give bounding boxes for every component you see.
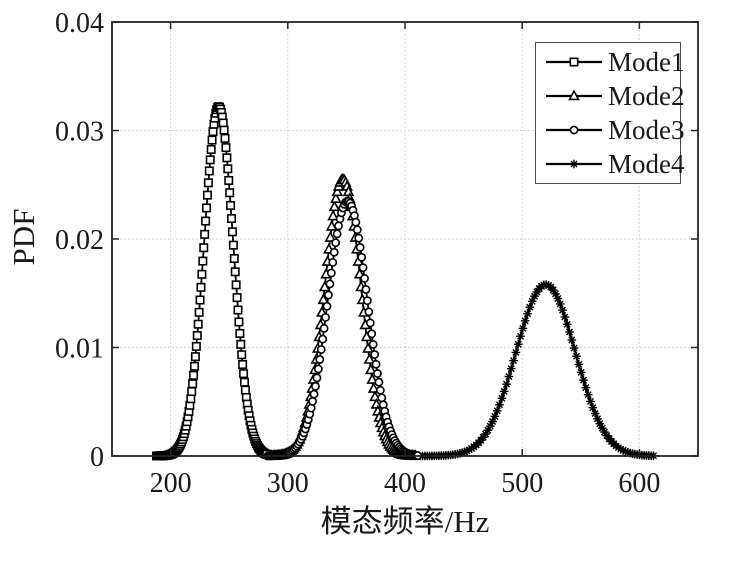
y-tick-label-0.02: 0.02: [55, 225, 104, 256]
triangle-marker-icon: [542, 81, 606, 111]
legend-label-mode2: Mode2: [608, 80, 685, 111]
y-tick-label-0.01: 0.01: [55, 334, 104, 365]
series-mode1: [152, 102, 272, 461]
y-tick-label-0: 0: [90, 442, 104, 473]
legend-item-mode4: Mode4: [542, 148, 685, 181]
circle-marker-icon: [542, 115, 606, 145]
square-legend-glyph: [546, 57, 602, 67]
legend-item-mode2: Mode2: [542, 80, 685, 113]
legend-label-mode4: Mode4: [608, 148, 685, 179]
series-mode3: [263, 196, 423, 461]
series-mode4: [418, 280, 658, 461]
square-marker-icon: [542, 47, 606, 77]
x-tick-label-600: 600: [618, 468, 660, 499]
y-axis-label: PDF: [6, 208, 41, 266]
legend: Mode1 Mode2 Mode3 Mode4: [535, 42, 685, 184]
x-axis-label: 模态频率/Hz: [320, 504, 490, 539]
triangle-legend-glyph: [546, 89, 602, 101]
legend-label-mode3: Mode3: [608, 114, 685, 145]
x-tick-label-500: 500: [501, 468, 543, 499]
y-tick-label-0.04: 0.04: [55, 8, 104, 39]
asterisk-legend-glyph: [546, 159, 602, 169]
axis-ticks: [112, 21, 698, 457]
tick-labels: 200 300 400 500 600 0 0.01 0.02 0.03 0.04: [55, 8, 660, 499]
x-tick-label-200: 200: [150, 468, 192, 499]
y-tick-label-0.03: 0.03: [55, 117, 104, 148]
legend-item-mode3: Mode3: [542, 114, 685, 147]
x-tick-label-300: 300: [267, 468, 309, 499]
asterisk-marker-icon: [542, 149, 606, 179]
x-tick-label-400: 400: [384, 468, 426, 499]
circle-legend-glyph: [546, 125, 602, 135]
legend-label-mode1: Mode1: [608, 46, 685, 77]
legend-item-mode1: Mode1: [542, 46, 685, 79]
